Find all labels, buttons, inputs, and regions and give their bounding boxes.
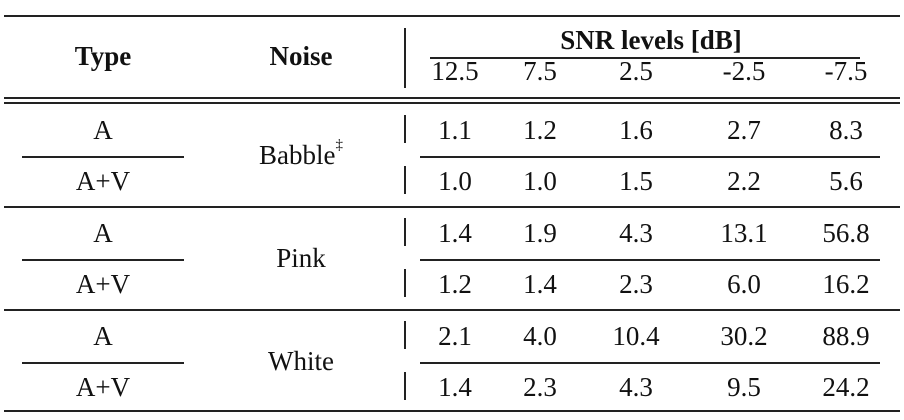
row-separator-bar [404, 372, 406, 400]
header-snr-level: -2.5 [722, 56, 766, 86]
value-cell: 1.9 [523, 218, 557, 248]
value-cell: 13.1 [720, 218, 768, 248]
value-cell: 4.3 [619, 372, 653, 402]
value-cell: 2.7 [727, 115, 761, 145]
value-cell: 30.2 [720, 321, 768, 351]
snr-title-underline [430, 57, 860, 59]
header-separator-bar [404, 28, 406, 88]
type-cell: A [93, 115, 113, 145]
type-cell: A+V [75, 166, 131, 196]
value-cell: 8.3 [829, 115, 863, 145]
value-cell: 1.4 [438, 218, 472, 248]
type-cell: A [93, 321, 113, 351]
type-cell: A+V [75, 372, 131, 402]
value-cell: 1.0 [438, 166, 472, 196]
value-cell: 1.4 [438, 372, 472, 402]
row-separator-bar [404, 166, 406, 194]
value-cell: 2.3 [523, 372, 557, 402]
value-cell: 5.6 [829, 166, 863, 196]
noise-label: White [268, 346, 334, 376]
value-cell: 10.4 [612, 321, 660, 351]
value-cell: 1.6 [619, 115, 653, 145]
row-separator-bar [404, 269, 406, 297]
type-cell: A [93, 218, 113, 248]
value-cell: 4.0 [523, 321, 557, 351]
type-cell: A+V [75, 269, 131, 299]
noise-label: Pink [276, 243, 326, 273]
bottom-rule [4, 410, 900, 412]
row-separator-bar [404, 218, 406, 246]
header-snr-level: -7.5 [824, 56, 868, 86]
top-rule [4, 15, 900, 17]
header-snr-title: SNR levels [dB] [560, 25, 742, 55]
header-type: Type [74, 41, 132, 71]
type-divider-rule [22, 362, 184, 364]
header-double-rule-top [4, 97, 900, 99]
group-rule [4, 206, 900, 208]
header-snr-level: 2.5 [619, 56, 653, 86]
value-cell: 16.2 [822, 269, 870, 299]
header-double-rule-bottom [4, 102, 900, 104]
value-cell: 2.1 [438, 321, 472, 351]
value-cell: 4.3 [619, 218, 653, 248]
type-divider-rule [22, 259, 184, 261]
row-separator-bar [404, 115, 406, 143]
value-cell: 1.4 [523, 269, 557, 299]
value-cell: 56.8 [822, 218, 870, 248]
header-snr-level: 7.5 [523, 56, 557, 86]
value-divider-rule [420, 156, 880, 158]
value-cell: 1.0 [523, 166, 557, 196]
group-rule [4, 309, 900, 311]
value-cell: 24.2 [822, 372, 870, 402]
noise-footnote-mark: ‡ [335, 137, 343, 153]
value-divider-rule [420, 259, 880, 261]
value-cell: 9.5 [727, 372, 761, 402]
value-cell: 1.5 [619, 166, 653, 196]
value-cell: 88.9 [822, 321, 870, 351]
header-snr-level: 12.5 [431, 56, 479, 86]
value-divider-rule [420, 362, 880, 364]
value-cell: 1.2 [523, 115, 557, 145]
value-cell: 1.1 [438, 115, 472, 145]
value-cell: 1.2 [438, 269, 472, 299]
noise-label: Babble‡ [259, 137, 343, 170]
value-cell: 2.3 [619, 269, 653, 299]
value-cell: 2.2 [727, 166, 761, 196]
header-noise: Noise [269, 41, 333, 71]
row-separator-bar [404, 321, 406, 349]
type-divider-rule [22, 156, 184, 158]
value-cell: 6.0 [727, 269, 761, 299]
